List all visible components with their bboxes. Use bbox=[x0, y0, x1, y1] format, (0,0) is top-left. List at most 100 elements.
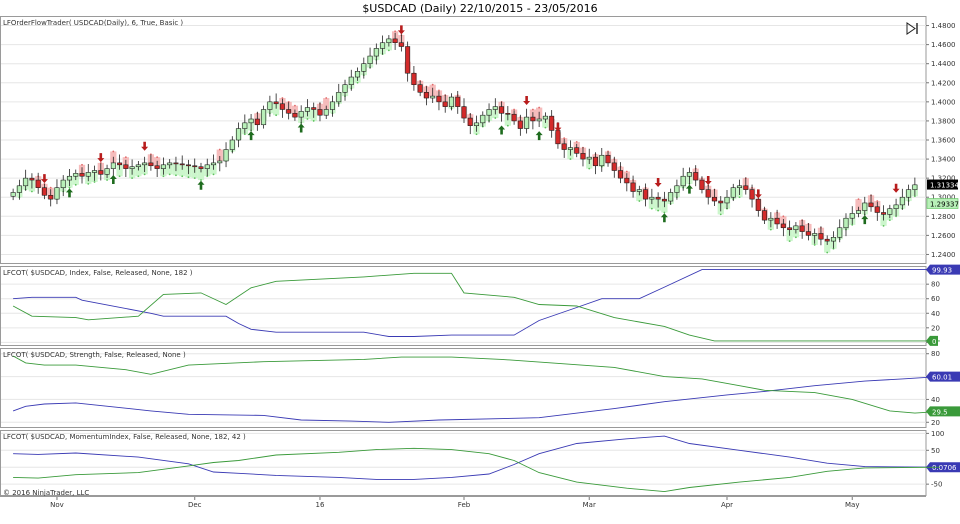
band-dot bbox=[356, 81, 359, 84]
down-candle bbox=[405, 46, 411, 74]
x-axis: Nov Dec 16 Feb Mar Apr May bbox=[0, 496, 926, 509]
down-candle bbox=[41, 187, 47, 196]
down-candle bbox=[317, 109, 323, 116]
up-candle bbox=[16, 185, 22, 193]
up-candle bbox=[348, 76, 354, 85]
down-arrow-icon bbox=[397, 25, 405, 35]
up-candle bbox=[367, 55, 373, 64]
y-tick-label: 1.2800 bbox=[931, 213, 956, 221]
up-candle bbox=[110, 162, 116, 169]
play-button-icon[interactable] bbox=[906, 22, 918, 35]
down-candle bbox=[611, 162, 617, 171]
band-dot bbox=[193, 177, 196, 180]
band-dot bbox=[168, 173, 171, 176]
band-dot bbox=[294, 104, 296, 107]
up-candle bbox=[486, 109, 492, 116]
band-dot bbox=[563, 137, 566, 139]
band-dot bbox=[882, 224, 885, 227]
band-dot bbox=[913, 195, 916, 198]
band-dot bbox=[287, 100, 290, 103]
band-dot bbox=[156, 156, 159, 159]
up-candle bbox=[649, 196, 655, 200]
up-candle bbox=[66, 175, 72, 181]
down-candle bbox=[655, 196, 661, 200]
up-arrow-icon bbox=[861, 215, 869, 225]
up-candle bbox=[849, 213, 855, 219]
series-value-label: 29.5 bbox=[932, 408, 948, 416]
band-dot bbox=[149, 153, 152, 156]
down-arrow-icon bbox=[754, 189, 762, 199]
down-candle bbox=[699, 179, 705, 190]
band-dot bbox=[325, 97, 328, 99]
up-candle bbox=[567, 147, 573, 150]
band-dot bbox=[118, 175, 121, 178]
up-arrow-icon bbox=[685, 184, 693, 194]
up-candle bbox=[668, 192, 674, 202]
down-candle bbox=[561, 143, 567, 150]
band-dot bbox=[657, 209, 660, 212]
up-candle bbox=[73, 173, 79, 177]
up-candle bbox=[599, 154, 605, 167]
y-tick-label: 40 bbox=[931, 396, 940, 404]
up-candle bbox=[336, 92, 342, 103]
series-line-1 bbox=[12, 272, 940, 342]
up-candle bbox=[104, 168, 110, 175]
down-arrow-icon bbox=[892, 183, 900, 193]
up-arrow-icon bbox=[109, 175, 117, 185]
up-candle bbox=[474, 122, 480, 126]
bull-band bbox=[179, 164, 186, 177]
band-dot bbox=[538, 106, 541, 109]
bear-band bbox=[216, 149, 223, 161]
up-candle bbox=[54, 187, 60, 200]
y-tick-label: 1.3400 bbox=[931, 156, 956, 164]
band-dot bbox=[506, 124, 509, 127]
down-candle bbox=[718, 200, 724, 204]
band-dot bbox=[888, 219, 891, 222]
band-dot bbox=[93, 181, 96, 183]
up-candle bbox=[10, 192, 16, 197]
band-dot bbox=[112, 150, 115, 153]
up-candle bbox=[380, 42, 386, 49]
series-line-1 bbox=[13, 447, 940, 493]
up-candle bbox=[330, 101, 335, 110]
band-dot bbox=[206, 175, 209, 178]
band-dot bbox=[49, 186, 52, 189]
band-dot bbox=[81, 163, 83, 166]
y-tick-label: 1.2600 bbox=[931, 232, 956, 240]
down-candle bbox=[511, 113, 517, 122]
down-candle bbox=[123, 164, 129, 169]
up-candle bbox=[142, 162, 148, 166]
down-candle bbox=[311, 107, 317, 110]
down-candle bbox=[805, 231, 811, 236]
band-dot bbox=[782, 215, 785, 218]
down-candle bbox=[824, 238, 830, 242]
band-dot bbox=[531, 108, 534, 111]
down-candle bbox=[254, 118, 260, 126]
y-tick-label: 1.2400 bbox=[931, 251, 956, 259]
up-candle bbox=[129, 166, 135, 169]
up-candle bbox=[204, 164, 210, 169]
bull-band bbox=[116, 164, 123, 177]
band-dot bbox=[650, 207, 653, 210]
series-value-badge bbox=[926, 406, 960, 417]
up-candle bbox=[342, 84, 348, 93]
band-dot bbox=[212, 173, 215, 176]
series-value-badge bbox=[926, 335, 938, 346]
panel-label: LFCOT( $USDCAD, Index, False, Released, … bbox=[3, 269, 193, 277]
down-candle bbox=[593, 156, 598, 167]
band-dot bbox=[175, 174, 177, 177]
down-candle bbox=[398, 42, 404, 47]
y-tick-label: 100 bbox=[931, 430, 944, 438]
down-candle bbox=[117, 162, 123, 166]
down-candle bbox=[743, 185, 749, 190]
down-candle bbox=[530, 116, 536, 122]
panel-0: 1.4800 1.4600 1.4400 1.4200 1.4000 1.3800 1.36… bbox=[0, 16, 959, 264]
down-candle bbox=[881, 212, 887, 215]
down-candle bbox=[505, 112, 511, 115]
down-candle bbox=[774, 217, 780, 225]
panels: 1.4800 1.4600 1.4400 1.4200 1.4000 1.3800 1.36… bbox=[0, 16, 960, 496]
up-candle bbox=[899, 196, 905, 206]
band-dot bbox=[876, 200, 879, 202]
x-tick-label: Mar bbox=[583, 501, 596, 509]
